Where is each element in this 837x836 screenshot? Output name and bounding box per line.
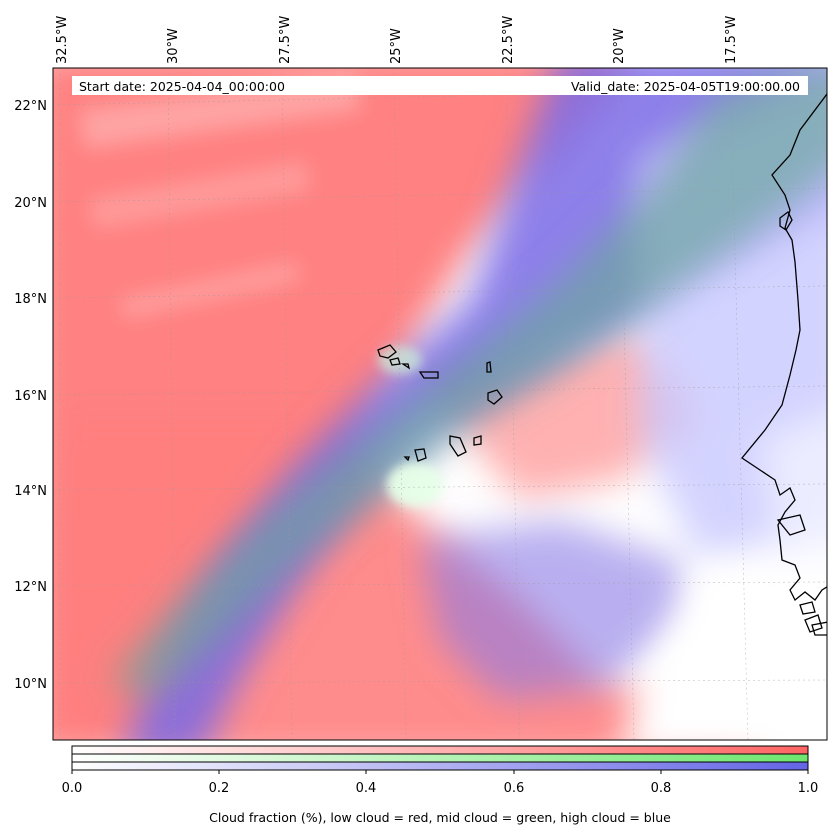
lon-label-17-5w: 17.5°W bbox=[724, 16, 739, 64]
lon-label-32-5w: 32.5°W bbox=[55, 16, 70, 64]
colorbar-mid-band bbox=[72, 754, 808, 762]
latitude-labels: 22°N 20°N 18°N 16°N 14°N 12°N 10°N bbox=[14, 99, 47, 692]
lon-label-30w: 30°W bbox=[166, 28, 181, 64]
lat-label-10n: 10°N bbox=[14, 677, 47, 692]
lat-label-18n: 18°N bbox=[14, 292, 47, 307]
valid-date-label: Valid_date: 2025-04-05T19:00:00.00 bbox=[571, 79, 800, 94]
coastline-africa bbox=[741, 92, 827, 636]
colorbar-high-band bbox=[72, 762, 808, 770]
lat-label-14n: 14°N bbox=[14, 484, 47, 499]
cape-verde-islands bbox=[377, 344, 503, 462]
lon-label-20w: 20°W bbox=[612, 28, 627, 64]
lat-label-22n: 22°N bbox=[14, 99, 47, 114]
colorbar-tick-04: 0.4 bbox=[356, 781, 377, 796]
lon-label-27-5w: 27.5°W bbox=[278, 16, 293, 64]
colorbar-low-band bbox=[72, 746, 808, 754]
mid-cloud-field bbox=[110, 68, 827, 700]
lon-label-22-5w: 22.5°W bbox=[501, 16, 516, 64]
date-banner bbox=[72, 76, 808, 95]
lat-label-12n: 12°N bbox=[14, 580, 47, 595]
colorbar-tick-10: 1.0 bbox=[798, 781, 819, 796]
colorbar-label: Cloud fraction (%), low cloud = red, mid… bbox=[209, 810, 671, 825]
colorbar-tick-06: 0.6 bbox=[504, 781, 525, 796]
colorbar-tick-08: 0.8 bbox=[651, 781, 672, 796]
map-panel bbox=[53, 68, 827, 740]
colorbar-tick-02: 0.2 bbox=[209, 781, 230, 796]
start-date-label: Start date: 2025-04-04_00:00:00 bbox=[79, 79, 285, 94]
lat-label-16n: 16°N bbox=[14, 389, 47, 404]
colorbar: 0.0 0.2 0.4 0.6 0.8 1.0 Cloud fraction (… bbox=[62, 745, 819, 825]
lat-label-20n: 20°N bbox=[14, 196, 47, 211]
lon-label-25w: 25°W bbox=[389, 28, 404, 64]
map-frame bbox=[52, 67, 828, 741]
colorbar-tick-0: 0.0 bbox=[62, 781, 83, 796]
longitude-labels: 32.5°W 30°W 27.5°W 25°W 22.5°W 20°W 17.5… bbox=[55, 16, 739, 64]
clear-area bbox=[625, 413, 827, 740]
